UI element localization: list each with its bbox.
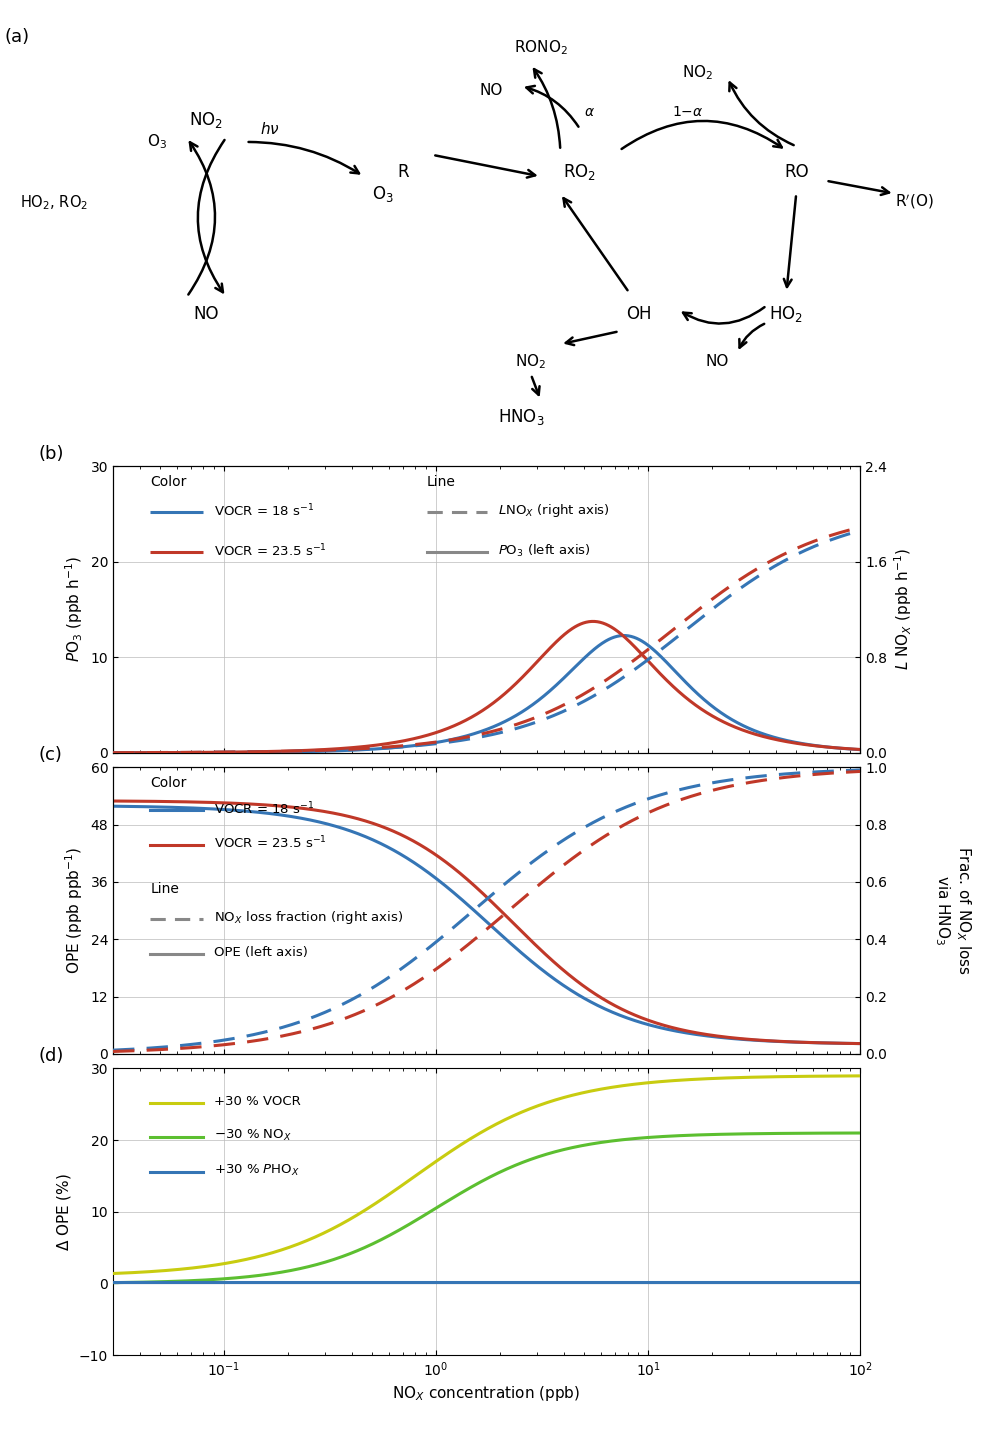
Text: (a): (a) <box>5 27 30 46</box>
Text: $\alpha$: $\alpha$ <box>584 105 596 119</box>
Text: +30 % VOCR: +30 % VOCR <box>214 1094 301 1108</box>
Y-axis label: $\Delta$ OPE (%): $\Delta$ OPE (%) <box>55 1173 74 1250</box>
X-axis label: NO$_X$ concentration (ppb): NO$_X$ concentration (ppb) <box>392 1384 581 1402</box>
Text: VOCR = 23.5 s$^{-1}$: VOCR = 23.5 s$^{-1}$ <box>214 835 327 852</box>
Text: O$_3$: O$_3$ <box>373 184 394 204</box>
Text: $\mathit{L}$NO$_X$ (right axis): $\mathit{L}$NO$_X$ (right axis) <box>497 502 609 519</box>
Text: NO$_2$: NO$_2$ <box>515 351 547 371</box>
Text: R: R <box>397 163 409 181</box>
Text: (d): (d) <box>38 1047 64 1065</box>
Text: HNO$_3$: HNO$_3$ <box>497 407 545 427</box>
Y-axis label: $\mathit{P}$O$_3$ (ppb h$^{-1}$): $\mathit{P}$O$_3$ (ppb h$^{-1}$) <box>63 556 85 663</box>
Text: h$\nu$: h$\nu$ <box>260 120 280 138</box>
Text: (c): (c) <box>38 746 62 764</box>
Text: OPE (left axis): OPE (left axis) <box>214 945 308 959</box>
Y-axis label: Frac. of NO$_X$ loss
via HNO$_3$: Frac. of NO$_X$ loss via HNO$_3$ <box>933 846 973 975</box>
Text: OH: OH <box>626 305 652 323</box>
Text: Color: Color <box>150 776 187 790</box>
Text: RO$_2$: RO$_2$ <box>563 162 597 182</box>
Text: VOCR = 18 s$^{-1}$: VOCR = 18 s$^{-1}$ <box>214 800 315 817</box>
Y-axis label: $\mathit{L}$ NO$_X$ (ppb h$^{-1}$): $\mathit{L}$ NO$_X$ (ppb h$^{-1}$) <box>893 548 914 671</box>
Text: $-$30 % NO$_X$: $-$30 % NO$_X$ <box>214 1129 292 1143</box>
Text: NO$_2$: NO$_2$ <box>682 63 714 83</box>
Text: Color: Color <box>150 475 187 489</box>
Y-axis label: OPE (ppb ppb$^{-1}$): OPE (ppb ppb$^{-1}$) <box>63 847 85 974</box>
Text: Line: Line <box>427 475 456 489</box>
Text: 1$-\alpha$: 1$-\alpha$ <box>672 105 704 119</box>
Text: NO$_2$: NO$_2$ <box>190 110 223 130</box>
Text: $\mathit{P}$O$_3$ (left axis): $\mathit{P}$O$_3$ (left axis) <box>497 542 591 559</box>
Text: R$'$(O): R$'$(O) <box>895 194 934 211</box>
Text: (b): (b) <box>38 445 64 463</box>
Text: NO: NO <box>480 83 503 98</box>
Text: Line: Line <box>150 882 179 896</box>
Text: O$_3$: O$_3$ <box>147 132 167 152</box>
Text: RO: RO <box>783 163 809 181</box>
Text: HO$_2$: HO$_2$ <box>770 304 803 324</box>
Text: NO: NO <box>706 354 729 369</box>
Text: VOCR = 23.5 s$^{-1}$: VOCR = 23.5 s$^{-1}$ <box>214 542 327 559</box>
Text: NO$_X$ loss fraction (right axis): NO$_X$ loss fraction (right axis) <box>214 909 403 926</box>
Text: RONO$_2$: RONO$_2$ <box>514 37 567 57</box>
Text: +30 % $\mathit{P}$HO$_X$: +30 % $\mathit{P}$HO$_X$ <box>214 1163 300 1177</box>
Text: VOCR = 18 s$^{-1}$: VOCR = 18 s$^{-1}$ <box>214 502 315 519</box>
Text: HO$_2$, RO$_2$: HO$_2$, RO$_2$ <box>21 192 88 212</box>
Text: NO: NO <box>194 305 219 323</box>
